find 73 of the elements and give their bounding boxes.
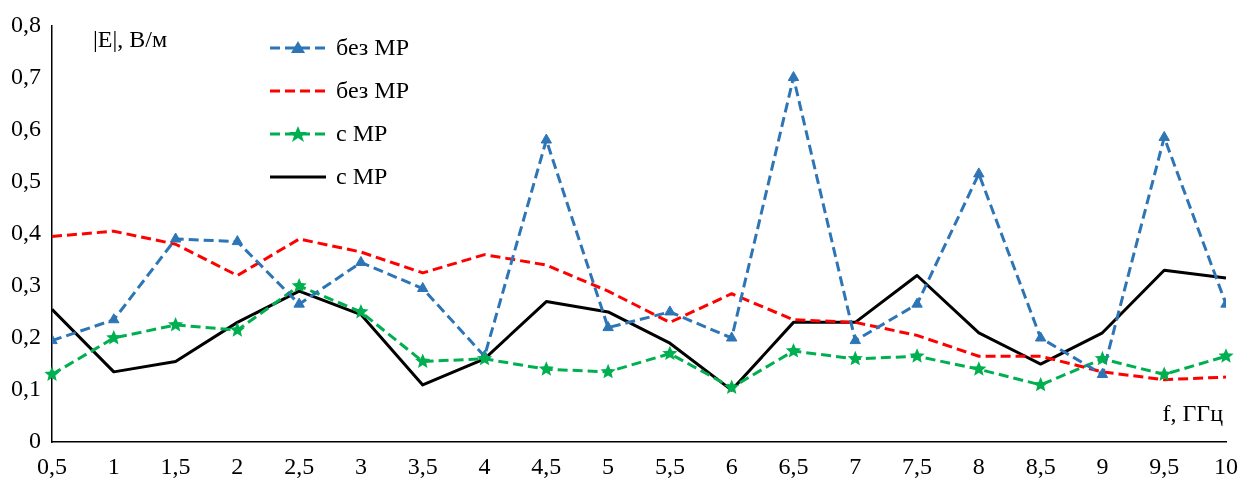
- x-tick-label: 10: [1214, 452, 1238, 479]
- x-tick-label: 5,5: [654, 452, 685, 479]
- point: [355, 255, 367, 266]
- x-tick-label: 5: [602, 452, 615, 479]
- point: [44, 366, 60, 381]
- point: [291, 277, 307, 293]
- x-axis-title: f, ГГц: [1162, 400, 1223, 427]
- x-tick-label: 0,5: [37, 452, 67, 479]
- point: [108, 313, 120, 324]
- y-axis-title: |E|, В/м: [93, 26, 168, 53]
- point: [293, 297, 305, 308]
- y-tick-label: 0,8: [11, 10, 41, 37]
- point: [1034, 331, 1047, 342]
- point: [847, 350, 863, 366]
- y-tick-label: 0,7: [11, 62, 41, 89]
- x-tick-label: 4: [478, 452, 491, 479]
- point: [1156, 366, 1172, 381]
- x-tick-label: 8: [972, 452, 985, 479]
- point: [909, 348, 925, 363]
- legend-label: с МР: [336, 120, 388, 147]
- point: [600, 363, 616, 379]
- point: [973, 167, 985, 178]
- point: [353, 303, 369, 319]
- point: [229, 322, 245, 337]
- y-tick-label: 0,1: [11, 375, 41, 402]
- y-tick-label: 0,3: [11, 271, 41, 298]
- legend-label: без МР: [336, 34, 410, 61]
- point: [785, 343, 802, 358]
- point: [787, 71, 800, 81]
- point: [169, 232, 182, 243]
- point: [971, 361, 987, 376]
- point: [417, 282, 429, 293]
- point: [106, 330, 122, 345]
- x-tick-label: 6,5: [778, 452, 809, 479]
- x-tick-label: 7,5: [902, 452, 933, 479]
- point: [664, 305, 676, 316]
- x-tick-label: 3,5: [407, 452, 438, 479]
- x-tick-label: 9: [1096, 452, 1109, 479]
- y-tick-label: 0,4: [11, 219, 41, 246]
- x-tick-label: 3: [354, 452, 367, 479]
- legend-label: без МР: [336, 77, 410, 104]
- point: [724, 379, 740, 394]
- point: [1218, 348, 1234, 363]
- x-tick-label: 1,5: [160, 452, 191, 479]
- point: [1094, 350, 1111, 366]
- x-tick-label: 6: [725, 452, 738, 479]
- point: [602, 321, 614, 332]
- point: [1158, 130, 1170, 141]
- point: [540, 133, 553, 144]
- y-tick-label: 0,5: [11, 167, 41, 193]
- point: [911, 297, 923, 308]
- x-tick-label: 2,5: [284, 452, 315, 479]
- point: [415, 353, 431, 368]
- x-tick-label: 8,5: [1025, 452, 1056, 479]
- point: [167, 316, 184, 332]
- y-tick-label: 0: [29, 427, 41, 454]
- point: [231, 235, 244, 246]
- y-tick-label: 0,6: [11, 114, 41, 141]
- line-series: [52, 229, 1226, 382]
- x-tick-label: 2: [231, 452, 244, 479]
- y-tick-label: 0,2: [11, 323, 41, 350]
- point: [1096, 367, 1109, 378]
- point: [662, 345, 678, 361]
- x-tick-label: 9,5: [1149, 452, 1180, 479]
- point: [1033, 376, 1049, 392]
- x-tick-label: 7: [849, 452, 862, 479]
- point: [725, 331, 738, 342]
- legend-label: с МР: [336, 163, 388, 190]
- point: [538, 361, 554, 376]
- x-tick-label: 4,5: [531, 452, 562, 479]
- point: [476, 350, 493, 366]
- x-tick-label: 1: [107, 452, 120, 479]
- point: [849, 334, 861, 345]
